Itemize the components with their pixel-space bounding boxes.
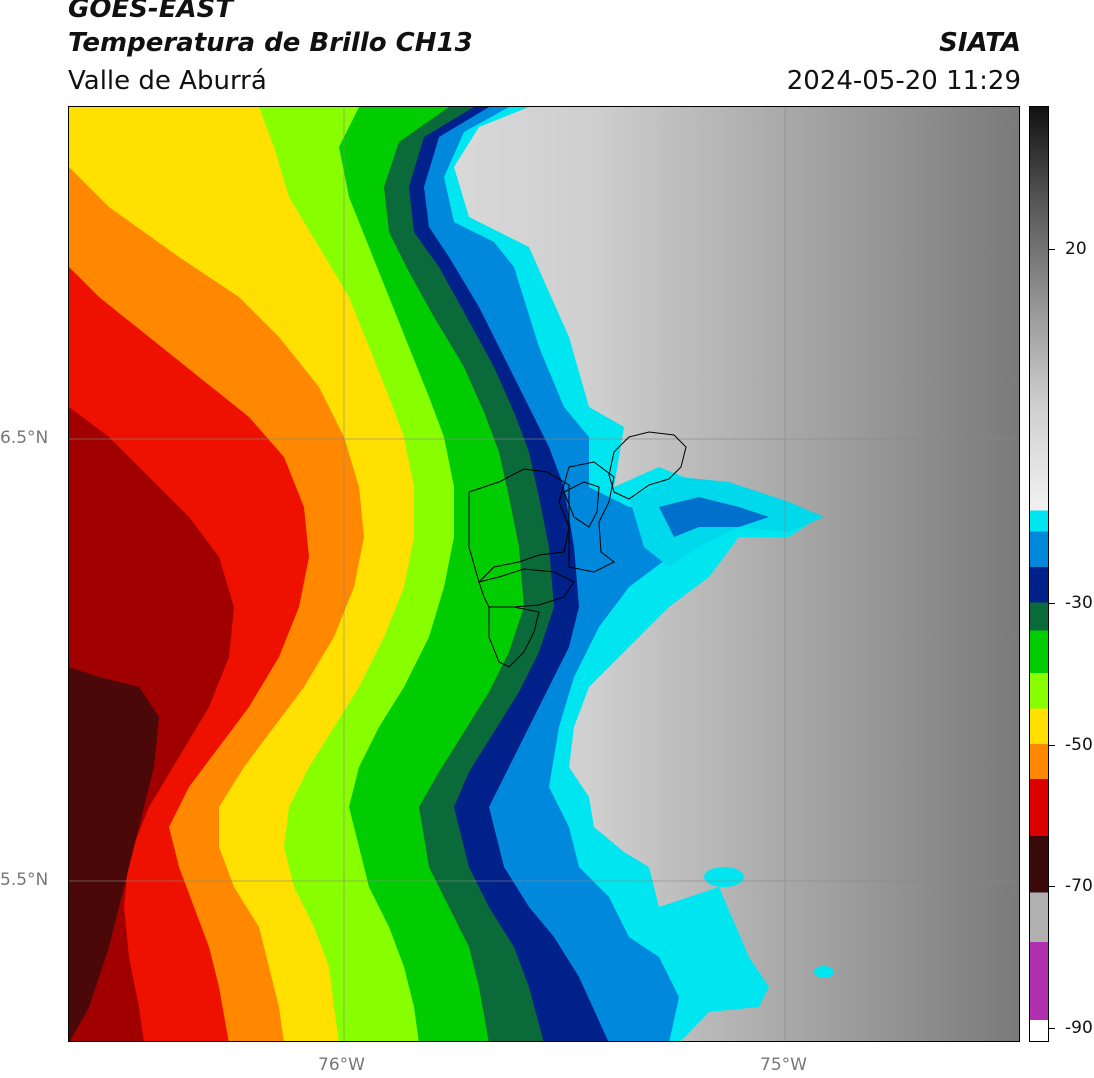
satellite-title: GOES-EAST	[68, 0, 234, 24]
colorbar-tick-minus90	[1049, 1028, 1055, 1029]
colorbar-label-minus90: -90	[1065, 1018, 1093, 1038]
maroon-core	[69, 667, 159, 1041]
municipality-outlines	[468, 431, 687, 668]
organization-label: SIATA	[939, 28, 1021, 58]
municipality-outline-north	[558, 461, 615, 573]
colorbar-tick-minus50	[1049, 745, 1055, 746]
colorbar-label-minus30: -30	[1065, 593, 1093, 613]
colorbar-label-20: 20	[1065, 239, 1087, 259]
blue-tongue	[659, 497, 769, 537]
municipality-outline-east	[563, 481, 600, 528]
municipality-outline-center	[478, 568, 575, 608]
colorbar-label-minus70: -70	[1065, 876, 1093, 896]
colorbar-label-minus50: -50	[1065, 735, 1093, 755]
municipality-outline-north-east	[608, 431, 687, 500]
colorbar-tick-minus30	[1049, 603, 1055, 604]
lon-label-1: 76°W	[318, 1055, 365, 1075]
map-canvas	[69, 107, 1019, 1041]
municipality-outline-south	[488, 606, 540, 668]
cyan-cell-1	[704, 867, 744, 887]
colorbar-tick-minus70	[1049, 886, 1055, 887]
lon-label-2: 75°W	[760, 1055, 807, 1075]
lat-label-1: 6.5°N	[0, 428, 49, 448]
product-title: Temperatura de Brillo CH13	[68, 28, 473, 58]
colorbar-tick-20	[1049, 249, 1055, 250]
timestamp-label: 2024-05-20 11:29	[786, 66, 1021, 96]
region-title: Valle de Aburrá	[68, 66, 267, 96]
satellite-map[interactable]	[68, 106, 1020, 1042]
temperature-colorbar	[1029, 106, 1049, 1042]
lat-label-2: 5.5°N	[0, 870, 49, 890]
cyan-cell-2	[814, 966, 834, 978]
